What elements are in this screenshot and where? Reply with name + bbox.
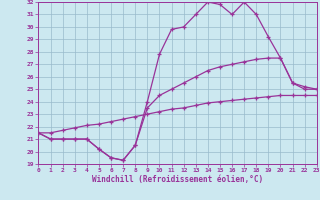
X-axis label: Windchill (Refroidissement éolien,°C): Windchill (Refroidissement éolien,°C)	[92, 175, 263, 184]
